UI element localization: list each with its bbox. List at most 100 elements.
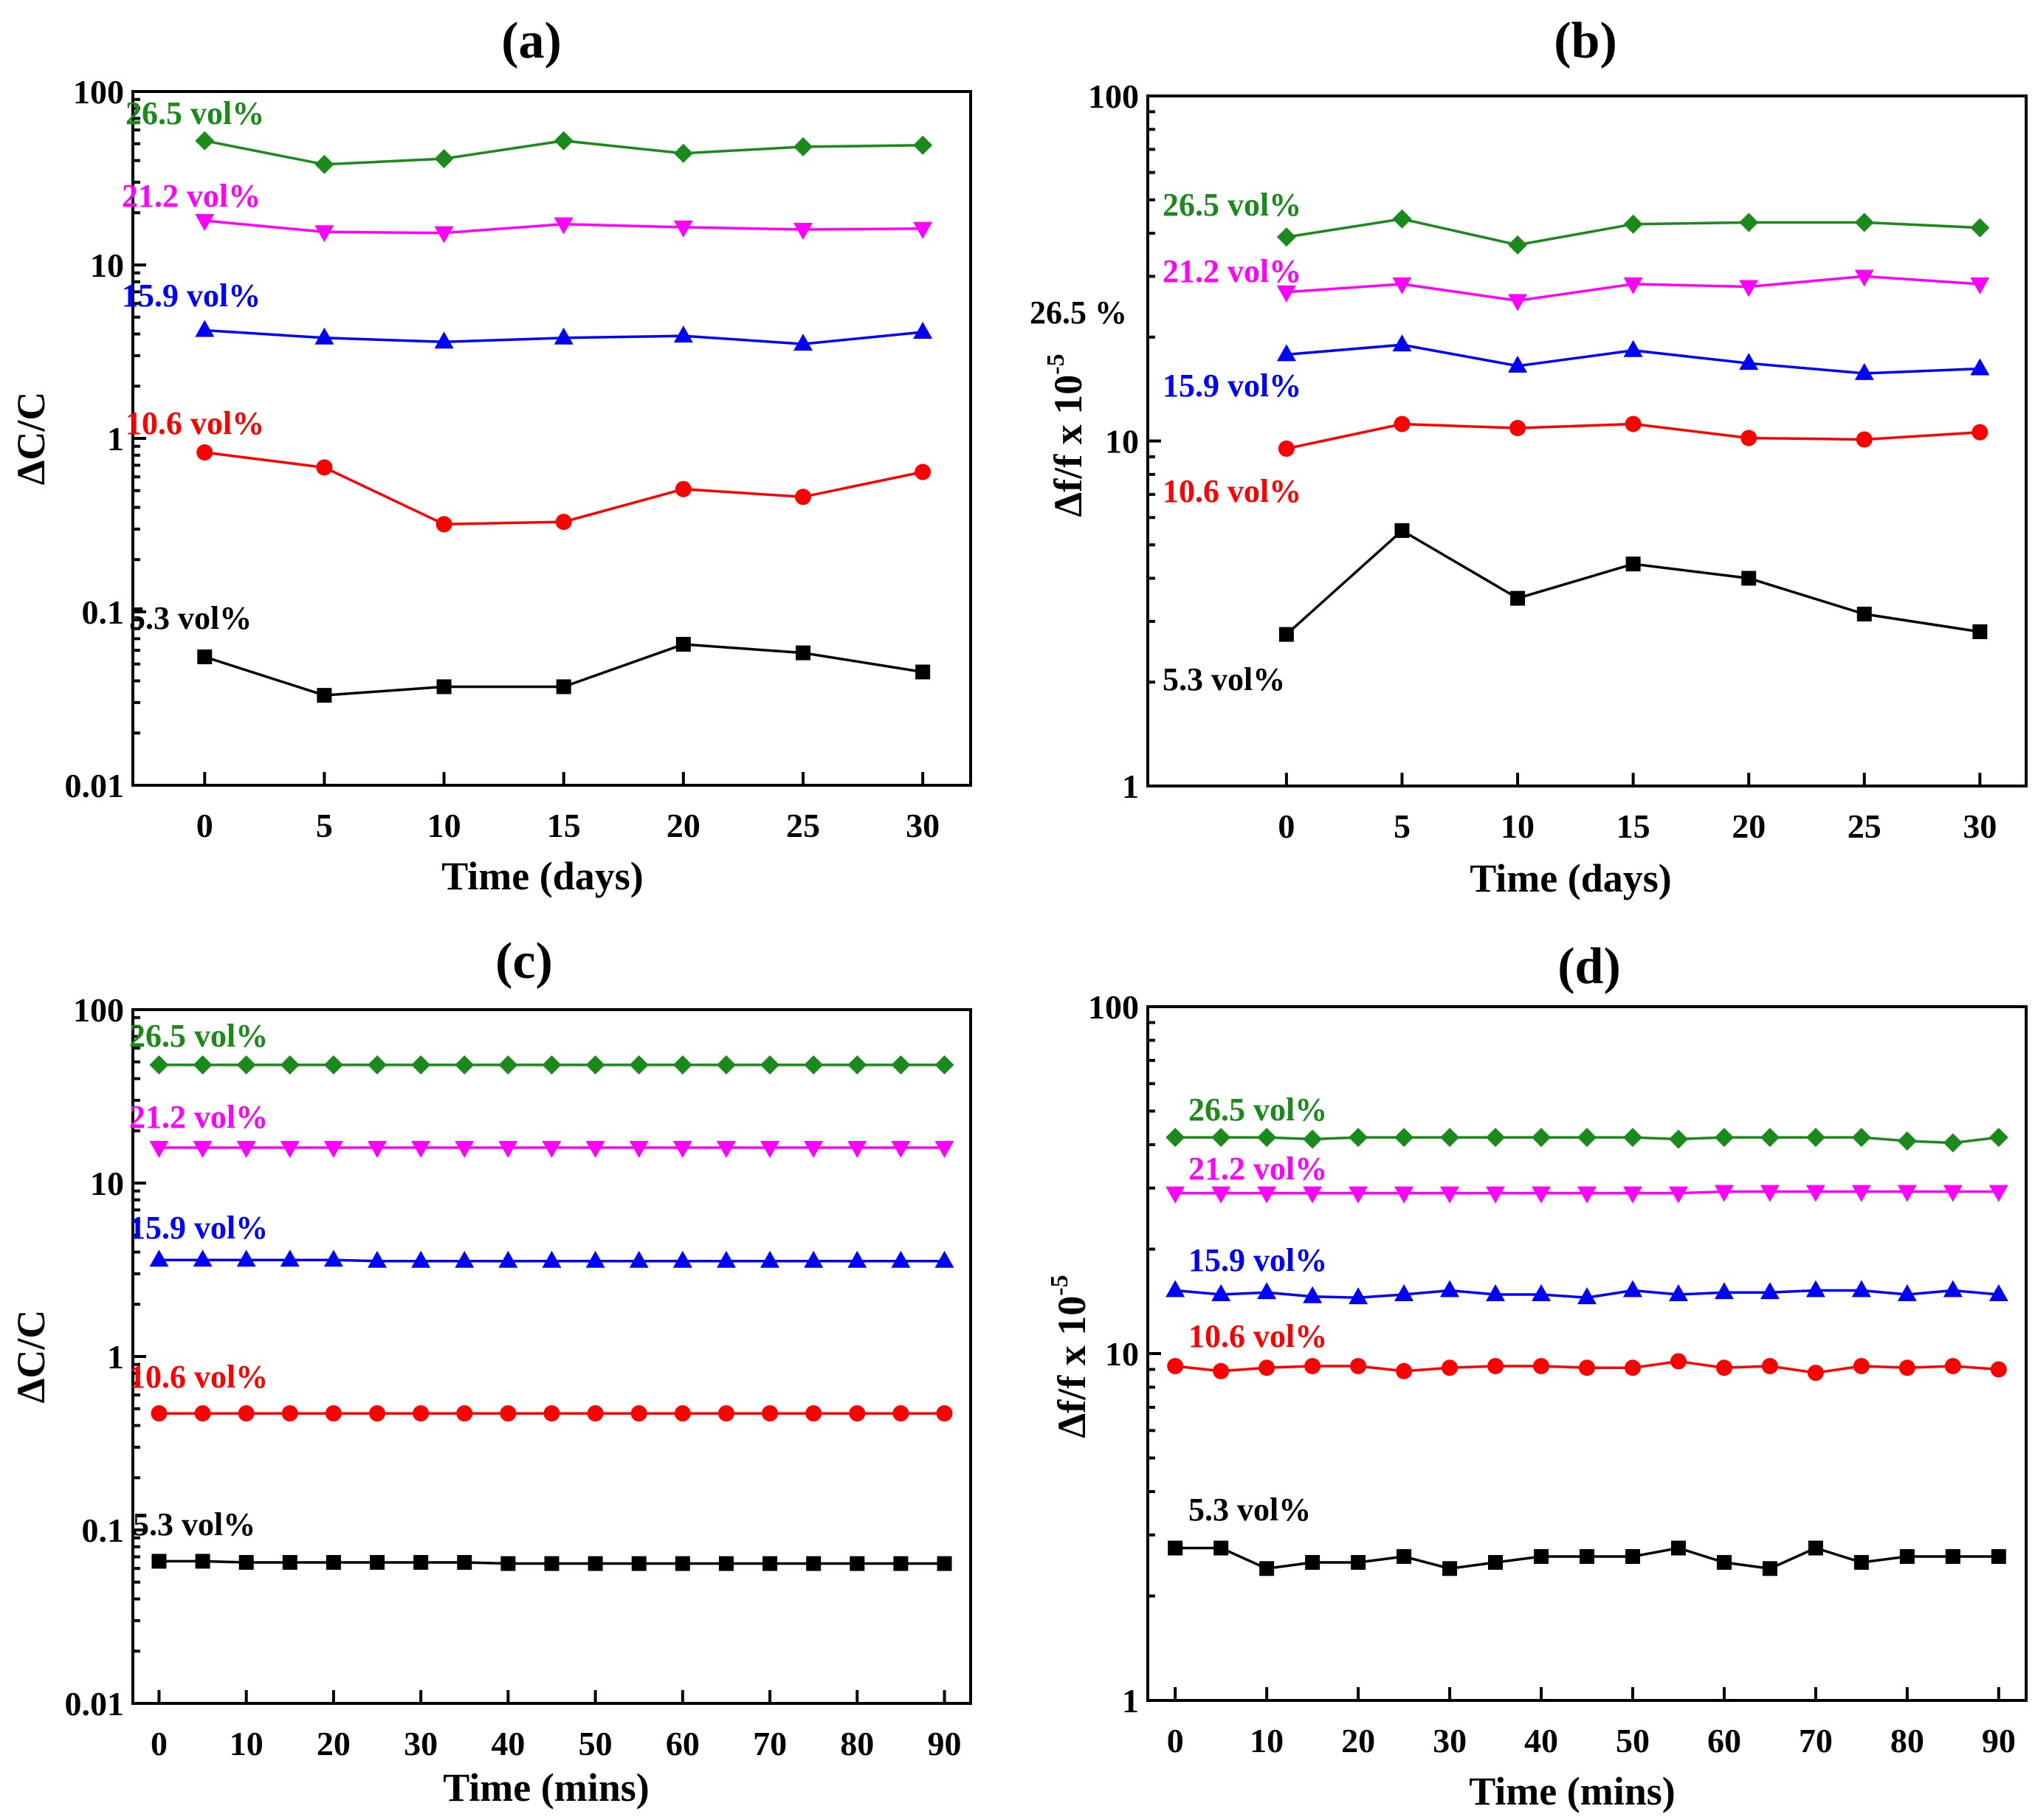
panel-c-ytick-label: 100: [73, 991, 124, 1029]
panel-d-series-2-point: [1211, 1283, 1231, 1301]
panel-b-xtick-label: 10: [1501, 807, 1535, 845]
panel-d-ylabel-exponent: -5: [1046, 1275, 1073, 1295]
panel-c-series-2-point: [498, 1250, 518, 1268]
panel-a-series-2-point: [434, 331, 454, 349]
panel-a-xtick-label: 10: [427, 807, 461, 844]
panel-b-series-3-point: [1509, 420, 1526, 437]
panel-b-series-4-point: [1972, 624, 1988, 639]
panel-d-series-1-point: [1486, 1186, 1506, 1204]
panel-d-series-4-point: [1397, 1548, 1412, 1564]
panel-d-series-labels: 26.5 vol% 21.2 vol% 15.9 vol% 10.6 vol% …: [1188, 1092, 1327, 1528]
panel-a-series-1-point: [793, 223, 813, 241]
panel-d-series-1-point: [1394, 1186, 1414, 1204]
panel-d-series-2-point: [1668, 1283, 1688, 1301]
panel-c-series-4-point: [282, 1554, 297, 1570]
panel-b-series-4-point: [1510, 590, 1526, 606]
panel-b-xtick-label: 30: [1963, 807, 1997, 845]
panel-a-series-2-point: [554, 327, 574, 345]
panel-d-series-4-point: [1853, 1554, 1869, 1570]
panel-c-series-3-point: [630, 1405, 647, 1422]
panel-b-label-21-2: 21.2 vol%: [1163, 253, 1301, 289]
panel-b-xlabel: Time (days): [1470, 856, 1672, 900]
panel-b-series-1-point: [1739, 280, 1759, 297]
panel-c-series-1-point: [716, 1141, 736, 1159]
panel-a-xlabel: Time (days): [441, 854, 644, 898]
panel-d-xtick-label: 10: [1250, 1722, 1284, 1759]
panel-d-label-5-3: 5.3 vol%: [1188, 1492, 1311, 1528]
panel-a-series-0-point: [913, 135, 933, 155]
panel-c-series-0-point: [149, 1055, 169, 1075]
panel-c-series-4-point: [937, 1556, 952, 1571]
panel-d-series-0-point: [1165, 1128, 1185, 1148]
panel-d-ytick-label: 100: [1088, 988, 1139, 1026]
panel-d-xtick-label: 30: [1433, 1722, 1467, 1759]
panel-d-series-2-point: [1165, 1280, 1185, 1297]
panel-d-series-3-point: [1304, 1358, 1321, 1375]
panel-d-series-2-point: [1303, 1286, 1323, 1303]
panel-d-series-1-point: [1440, 1186, 1460, 1204]
panel-c-series-1-point: [149, 1141, 169, 1159]
panel-b-series-1-point: [1623, 277, 1643, 294]
panel-d-series-0-point: [1805, 1128, 1825, 1148]
panel-a-ytick-label: 0.1: [82, 593, 125, 631]
panel-b-annotation: 26.5 %: [1030, 294, 1127, 331]
panel-a-series-0-point: [554, 131, 574, 151]
panel-d-series-0-point: [1349, 1128, 1368, 1148]
panel-c-series-3-point: [369, 1405, 386, 1422]
panel-a-series-4-point: [197, 649, 213, 665]
panel-c-series-3-point: [413, 1405, 430, 1422]
panel-c-series-0-point: [323, 1055, 343, 1075]
panel-c-series-1-point: [629, 1141, 649, 1159]
panel-d-series-2-point: [1394, 1283, 1414, 1301]
panel-d-series-0-point: [1760, 1128, 1780, 1148]
panel-b-series-0-point: [1970, 218, 1990, 238]
panel-d-xtick-label: 60: [1707, 1722, 1741, 1759]
panel-b-series-line-4: [1285, 528, 1980, 635]
panel-c-series-1-point: [672, 1141, 692, 1159]
panel-c-series-3-point: [456, 1405, 473, 1422]
panel-b-xtick-label: 25: [1848, 807, 1881, 845]
panel-d-series-4-point: [1305, 1554, 1320, 1570]
panel-b-label-5-3: 5.3 vol%: [1163, 661, 1285, 697]
panel-c-series-3-point: [674, 1405, 691, 1422]
panel-c-series-3-point: [281, 1405, 298, 1422]
panel-d-series-2-point: [1577, 1287, 1597, 1305]
panel-d-series-0-point: [1577, 1128, 1597, 1148]
panel-a-series-2-point: [314, 327, 334, 345]
panel-c-series-1-point: [455, 1141, 475, 1159]
panel-d-series-3-point: [1898, 1359, 1915, 1376]
panel-c-series-2-point: [149, 1249, 169, 1267]
panel-d-series-0-point: [1211, 1128, 1231, 1148]
panel-d-series-4-point: [1351, 1554, 1366, 1570]
panel-c-series-1-point: [193, 1141, 213, 1159]
panel-a-series-3-point: [915, 463, 932, 480]
panel-c-series-4-point: [195, 1554, 210, 1569]
panel-d-series-2-point: [1486, 1283, 1506, 1301]
panel-d-xtick-label: 20: [1341, 1722, 1375, 1759]
panel-a-xtick-label: 0: [196, 807, 213, 844]
panel-d-series-0-point: [1988, 1128, 2008, 1148]
panel-a-series-4-point: [317, 688, 332, 703]
panel-c-series-4-point: [370, 1554, 385, 1570]
panel-c-series-4-point: [326, 1554, 341, 1570]
panel-b-ylabel-main: Δf/f x 10: [1046, 375, 1090, 517]
panel-d-series-0-point: [1440, 1128, 1460, 1148]
panel-c-xtick-label: 0: [151, 1725, 168, 1762]
panel-b-ytick-label: 10: [1105, 423, 1139, 461]
panel-a-series-0-point: [793, 137, 813, 156]
panel-c-series-1-point: [236, 1141, 256, 1159]
panel-b-xtick-label: 0: [1278, 807, 1295, 845]
panel-a-ytick-label: 10: [90, 247, 124, 284]
panel-c-series-2-point: [236, 1249, 256, 1267]
panel-b-xtick-label: 15: [1616, 807, 1650, 845]
panel-b-series-3-point: [1278, 440, 1295, 457]
panel-c-series-2-point: [280, 1249, 300, 1267]
panel-d-series-3-point: [1990, 1361, 2007, 1378]
panel-d-series-4-point: [1670, 1540, 1686, 1556]
panel-d-ytick-label: 1: [1122, 1682, 1139, 1720]
panel-d-xtick-label: 40: [1524, 1722, 1558, 1759]
panel-d-series-1-point: [1851, 1185, 1871, 1202]
panel-a-xtick-label: 25: [786, 807, 820, 844]
panel-d-series-3-point: [1213, 1362, 1230, 1379]
panel-a-label-5-3: 5.3 vol%: [129, 600, 252, 636]
